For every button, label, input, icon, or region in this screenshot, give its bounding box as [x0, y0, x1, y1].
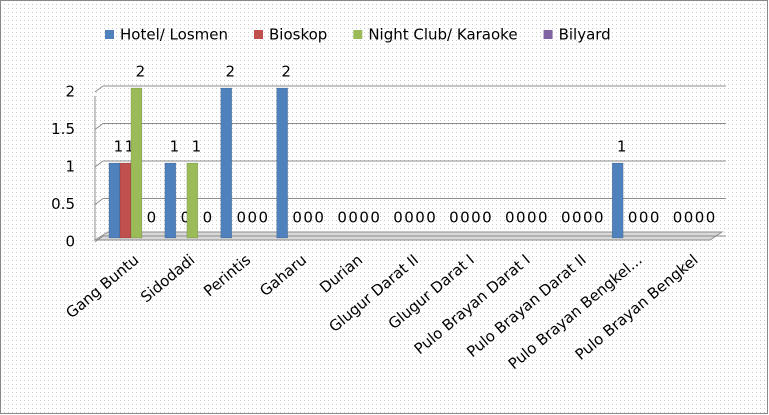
- data-label: 0: [460, 209, 470, 227]
- data-label: 0: [706, 209, 716, 227]
- data-label: 0: [516, 209, 526, 227]
- data-label: 2: [281, 63, 291, 81]
- data-label: 0: [650, 209, 660, 227]
- legend-label: Bilyard: [559, 26, 611, 44]
- data-label: 0: [348, 209, 358, 227]
- bar: [276, 87, 288, 239]
- legend-label: Night Club/ Karaoke: [368, 26, 517, 44]
- grid-line: [94, 198, 104, 205]
- data-label: 1: [192, 138, 202, 156]
- data-label: 0: [449, 209, 459, 227]
- data-label: 0: [594, 209, 604, 227]
- bar: [186, 162, 199, 239]
- data-label: 0: [482, 209, 492, 227]
- grid-line: [94, 85, 104, 93]
- data-label: 0: [303, 209, 313, 227]
- data-label: 0: [147, 209, 157, 227]
- data-label: 1: [170, 138, 180, 156]
- data-label: 1: [617, 138, 627, 156]
- data-label: 2: [225, 63, 235, 81]
- y-tick-label: 1.5: [51, 120, 75, 138]
- legend-swatch: [105, 30, 114, 39]
- legend-label: Bioskop: [269, 26, 327, 44]
- data-label: 0: [673, 209, 683, 227]
- data-label: 2: [136, 63, 146, 81]
- data-label: 1: [114, 138, 124, 156]
- data-label: 0: [370, 209, 380, 227]
- data-label: 0: [258, 209, 268, 227]
- y-tick-label: 0: [65, 233, 75, 251]
- data-label: 0: [527, 209, 537, 227]
- data-label: 0: [393, 209, 403, 227]
- data-label: 0: [314, 209, 324, 227]
- grid-line: [94, 160, 104, 168]
- data-label: 0: [583, 209, 593, 227]
- data-label: 0: [561, 209, 571, 227]
- bar: [220, 87, 233, 239]
- legend-swatch: [543, 30, 553, 39]
- bar: [164, 162, 177, 239]
- y-tick-label: 0.5: [51, 195, 75, 213]
- data-label: 1: [125, 138, 135, 156]
- data-label: 0: [426, 209, 436, 227]
- data-label: 0: [181, 209, 191, 227]
- data-label: 0: [415, 209, 425, 227]
- y-tick-label: 1: [65, 158, 75, 176]
- bar: [108, 162, 121, 239]
- bar: [119, 162, 132, 239]
- grid-line: [94, 123, 104, 130]
- data-label: 0: [471, 209, 481, 227]
- data-label: 0: [359, 209, 369, 227]
- bar: [611, 162, 624, 239]
- data-label: 0: [236, 209, 246, 227]
- legend-swatch: [254, 30, 263, 39]
- data-label: 0: [538, 209, 548, 227]
- data-label: 0: [505, 209, 515, 227]
- bar: [130, 87, 143, 239]
- data-label: 0: [337, 209, 347, 227]
- data-label: 0: [404, 209, 414, 227]
- grid-line: [94, 235, 104, 243]
- data-label: 0: [695, 209, 705, 227]
- data-label: 0: [203, 209, 213, 227]
- data-label: 0: [572, 209, 582, 227]
- data-label: 0: [684, 209, 694, 227]
- data-label: 0: [639, 209, 649, 227]
- legend-label: Hotel/ Losmen: [120, 26, 228, 44]
- legend-swatch: [353, 30, 363, 39]
- y-tick-label: 2: [65, 83, 75, 101]
- data-label: 0: [247, 209, 257, 227]
- data-label: 0: [628, 209, 638, 227]
- data-label: 0: [292, 209, 302, 227]
